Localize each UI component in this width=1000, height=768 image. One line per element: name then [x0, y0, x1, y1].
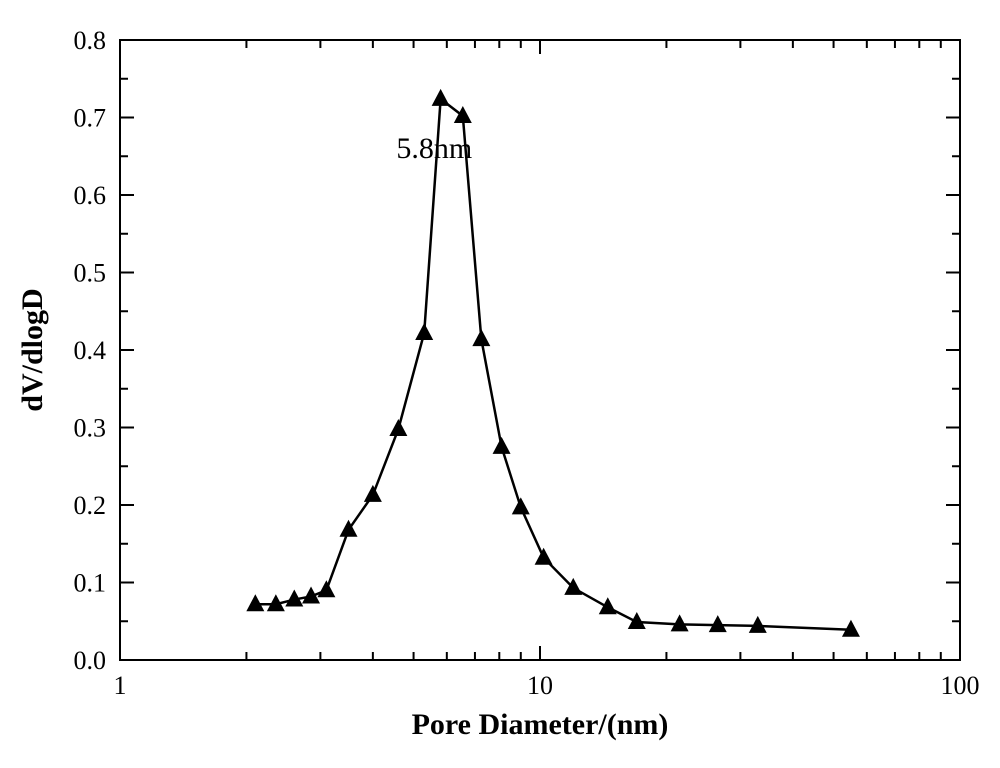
x-tick-label: 100	[941, 671, 980, 700]
series-marker	[628, 612, 646, 629]
series-marker	[599, 597, 617, 614]
series-marker	[364, 485, 382, 502]
series-marker	[415, 323, 433, 340]
y-tick-label: 0.8	[74, 26, 107, 55]
series-marker	[389, 419, 407, 436]
y-tick-label: 0.2	[74, 491, 107, 520]
y-tick-label: 0.6	[74, 181, 107, 210]
y-tick-label: 0.0	[74, 646, 107, 675]
series-marker	[472, 329, 490, 346]
x-axis-title: Pore Diameter/(nm)	[412, 708, 669, 741]
peak-annotation: 5.8nm	[396, 132, 472, 165]
y-tick-label: 0.4	[74, 336, 107, 365]
series-marker	[493, 437, 511, 454]
series-marker	[246, 594, 264, 611]
x-tick-label: 1	[114, 671, 127, 700]
plot-border	[120, 40, 960, 660]
series-marker	[535, 548, 553, 565]
y-tick-label: 0.5	[74, 259, 107, 288]
series-marker	[512, 497, 530, 514]
series-line	[255, 99, 851, 630]
series-marker	[709, 615, 727, 632]
series-marker	[454, 106, 472, 123]
series-marker	[432, 89, 450, 106]
chart-container: 1 10 100 0.0 0.1 0.2 0.3 0.4 0.5 0.6 0.7 0.8 Pore Di…	[0, 0, 1000, 768]
y-tick-label: 0.3	[74, 414, 107, 443]
series-marker	[749, 616, 767, 633]
y-tick-label: 0.1	[74, 569, 107, 598]
y-axis-title: dV/dlogD	[16, 288, 49, 411]
x-tick-label: 10	[527, 671, 553, 700]
series-marker	[317, 580, 335, 597]
pore-distribution-chart: 1 10 100 0.0 0.1 0.2 0.3 0.4 0.5 0.6 0.7 0.8 Pore Di…	[0, 0, 1000, 768]
y-tick-label: 0.7	[74, 104, 107, 133]
